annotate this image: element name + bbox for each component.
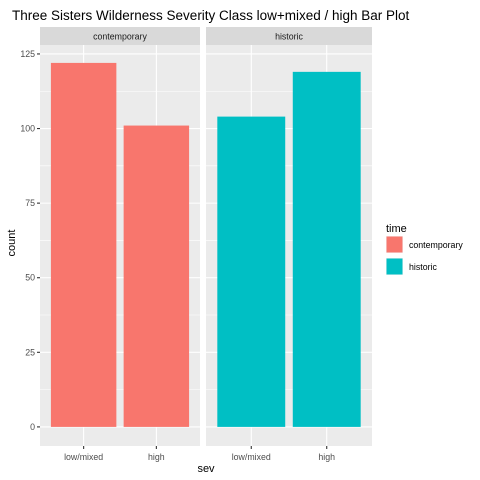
y-axis-title: count xyxy=(6,230,18,257)
x-tick-label: high xyxy=(148,452,165,462)
y-tick-label: 75 xyxy=(25,198,35,208)
x-tick-label: low/mixed xyxy=(232,452,271,462)
legend-label: historic xyxy=(409,262,437,272)
facet-strip-label: historic xyxy=(275,32,303,42)
facet-strip xyxy=(40,27,200,45)
x-axis-title: sev xyxy=(197,463,215,475)
chart-title: Three Sisters Wilderness Severity Class … xyxy=(12,8,410,23)
legend-key xyxy=(386,258,403,275)
facet-panel-historic: historic low/mixed high xyxy=(206,27,372,462)
facet-panel-contemporary: contemporary low/mixed high xyxy=(40,27,200,462)
facet-strip-label: contemporary xyxy=(93,32,147,42)
facet-strip xyxy=(206,27,372,45)
bar-contemporary-low/mixed xyxy=(50,62,117,427)
legend-label: contemporary xyxy=(409,240,463,250)
bar-historic-high xyxy=(292,71,361,427)
bar-historic-low/mixed xyxy=(217,116,286,427)
y-tick-label: 25 xyxy=(25,347,35,357)
y-tick-label: 50 xyxy=(25,273,35,283)
y-tick-label: 100 xyxy=(20,124,35,134)
x-tick-label: low/mixed xyxy=(64,452,103,462)
bar-contemporary-high xyxy=(123,125,190,427)
y-tick-label: 0 xyxy=(30,422,35,432)
legend-title: time xyxy=(386,223,407,235)
x-tick-label: high xyxy=(318,452,335,462)
legend-key xyxy=(386,236,403,253)
y-tick-label: 125 xyxy=(20,49,35,59)
y-axis: 0 25 50 75 100 125 xyxy=(20,49,40,432)
